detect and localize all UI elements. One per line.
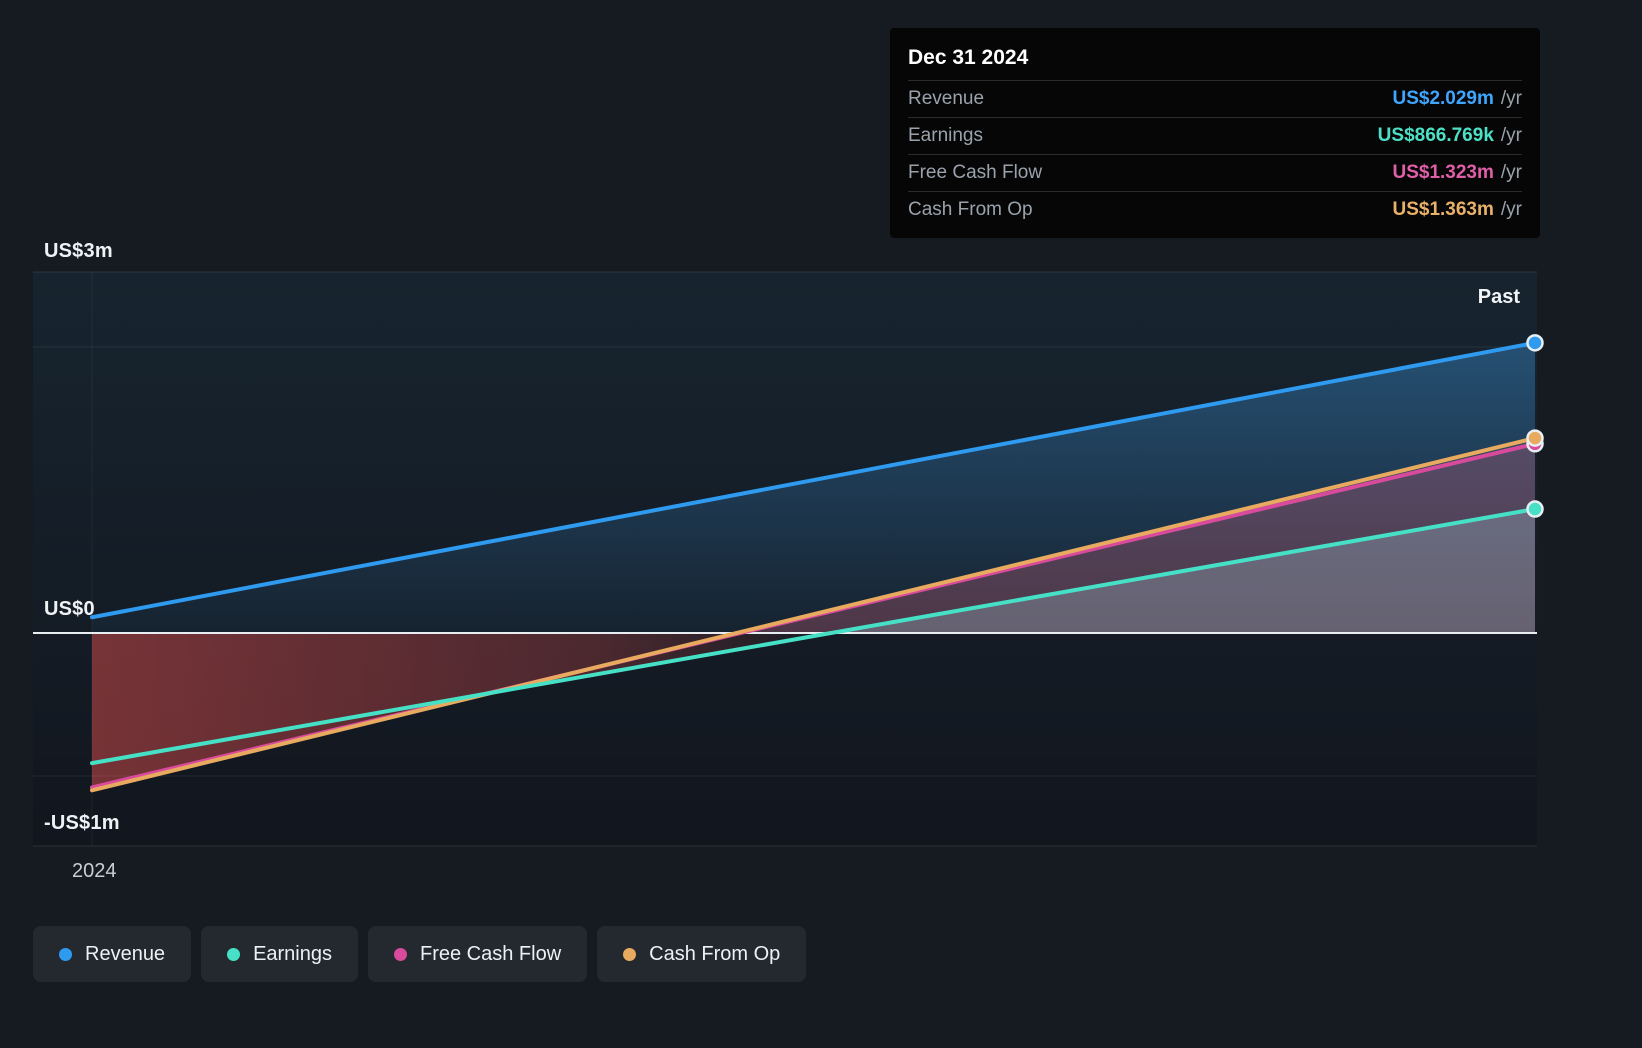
cash-from-op-dot-icon [623,947,637,961]
revenue-endpoint-dot [1526,334,1544,352]
tooltip-row-suffix: /yr [1500,125,1522,146]
x-axis-tick-2024: 2024 [72,860,117,882]
earnings-line [90,507,1537,766]
legend-item-cash-from-op[interactable]: Cash From Op [597,926,807,982]
revenue-line [90,340,1537,620]
tooltip-row-value: US$1.363m [1392,199,1494,220]
cash-from-op-line [90,436,1537,793]
y-axis-label-0: US$0 [44,598,95,620]
revenue-dot-icon [59,947,72,961]
tooltip-row-value: US$2.029m [1392,88,1494,109]
legend-item-free-cash-flow[interactable]: Free Cash Flow [368,926,588,982]
earnings-area [831,509,1535,633]
y-axis-label-3m: US$3m [44,240,113,262]
earnings-endpoint-dot [1526,500,1544,518]
tooltip-row-label: Earnings [908,125,983,146]
legend-label-free-cash-flow: Free Cash Flow [420,942,562,965]
tooltip-row-earnings: Earnings US$866.769k/yr [908,117,1522,154]
chart-legend: Revenue Earnings Free Cash Flow Cash Fro… [33,926,807,982]
negative-earnings-area [92,633,828,791]
legend-label-earnings: Earnings [253,942,332,965]
tooltip-row-cash-from-op: Cash From Op US$1.363m/yr [908,191,1522,228]
tooltip-row-label: Free Cash Flow [908,162,1043,183]
tooltip-row-suffix: /yr [1500,88,1522,109]
tooltip-row-suffix: /yr [1500,162,1522,183]
revenue-area [92,342,1535,633]
y-axis-label-neg1m: -US$1m [44,812,120,834]
earnings-dot-icon [227,947,241,961]
legend-item-revenue[interactable]: Revenue [33,926,192,982]
past-label: Past [1477,286,1520,308]
tooltip-row-revenue: Revenue US$2.029m/yr [908,80,1522,117]
legend-label-cash-from-op: Cash From Op [649,942,781,965]
legend-label-revenue: Revenue [85,942,166,965]
tooltip-row-free-cash-flow: Free Cash Flow US$1.323m/yr [908,154,1522,191]
tooltip-row-value: US$1.323m [1392,162,1494,183]
tooltip-row-label: Revenue [908,88,985,109]
tooltip-row-suffix: /yr [1500,199,1522,220]
tooltip-row-label: Cash From Op [908,199,1033,220]
tooltip-row-value: US$866.769k [1377,125,1494,146]
cash-from-op-endpoint-dot [1526,429,1544,447]
free-cash-flow-dot-icon [394,947,407,961]
chart-tooltip: Dec 31 2024 Revenue US$2.029m/yr Earning… [890,28,1540,238]
legend-item-earnings[interactable]: Earnings [201,926,358,982]
tooltip-date: Dec 31 2024 [908,46,1029,69]
